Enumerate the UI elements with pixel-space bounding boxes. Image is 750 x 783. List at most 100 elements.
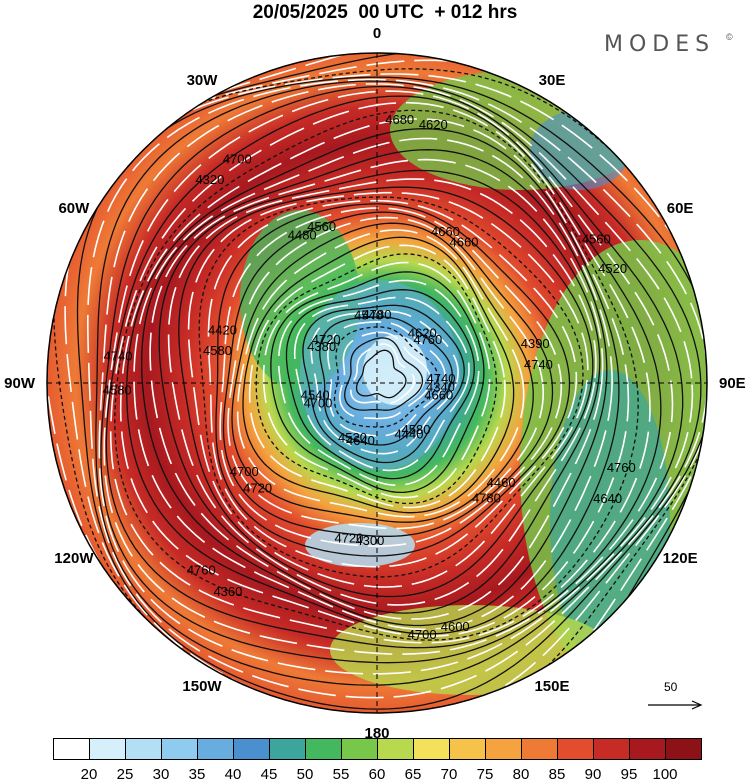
- contour-label: 4460: [487, 475, 516, 490]
- height-contour: [302, 304, 465, 464]
- colorbar-label: 35: [188, 766, 206, 783]
- graticule: [47, 53, 707, 713]
- wind-streamline: [219, 207, 563, 547]
- wind-streamline: [207, 199, 578, 568]
- contour-label: 4700: [408, 627, 437, 642]
- longitude-labels: 0 30E 60E 90E 120E 150E 180 150W 120W 90W 60W 30W: [4, 25, 746, 742]
- height-contour: [126, 128, 620, 635]
- wind-streamline: [310, 310, 459, 455]
- contour-label: 4560: [307, 219, 336, 234]
- wind-streamline: [236, 229, 525, 518]
- contour-label: 4700: [230, 464, 259, 479]
- height-contour: [319, 316, 453, 446]
- contour-label: 4600: [441, 619, 470, 634]
- contour-label: 4760: [187, 563, 216, 578]
- colorbar-label: 40: [224, 766, 242, 783]
- colorbar-cell: [269, 738, 306, 760]
- contour-label: 4740: [524, 357, 553, 372]
- contour-label: 4760: [413, 332, 442, 347]
- contour-label: 4740: [104, 348, 133, 363]
- height-contour: [222, 211, 554, 537]
- colorbar-label: 45: [260, 766, 278, 783]
- height-contour: [242, 236, 515, 514]
- contour-label: 4720: [312, 332, 341, 347]
- contour-label: 4300: [355, 533, 384, 548]
- contour-label: 4520: [598, 261, 627, 276]
- wind-streamline: [119, 118, 630, 638]
- contour-label: 4580: [103, 382, 132, 397]
- colorbar: [53, 738, 702, 762]
- colorbar-cell: [377, 738, 414, 760]
- colorbar-label: 60: [368, 766, 386, 783]
- colorbar-cell: [53, 738, 90, 760]
- wind-streamline: [350, 343, 416, 405]
- contour-label: 4720: [243, 480, 272, 495]
- longitude-label: 150E: [534, 678, 569, 695]
- wind-scale-label: 50: [664, 680, 678, 694]
- wind-streamline: [167, 178, 597, 606]
- colorbar-cell: [665, 738, 702, 760]
- longitude-label: 120W: [54, 550, 94, 567]
- wind-streamline: [293, 296, 470, 472]
- colorbar-cell: [233, 738, 270, 760]
- height-contour: [344, 337, 424, 411]
- wind-streamline: [227, 216, 545, 530]
- wind-streamline: [327, 321, 446, 437]
- height-contour: [231, 222, 534, 523]
- longitude-label: 60E: [667, 200, 694, 217]
- wind-streamline: [133, 137, 613, 631]
- wind-streamline: [187, 191, 589, 588]
- wind-streamline: [98, 83, 694, 675]
- contour-label: 4720: [334, 531, 363, 546]
- map-title: 20/05/2025 00 UTC + 012 hrs: [252, 2, 518, 23]
- wind-streamline: [262, 261, 491, 499]
- contour-label: 4780: [472, 490, 501, 505]
- colorbar-cell: [557, 738, 594, 760]
- longitude-label: 120E: [663, 550, 698, 567]
- contour-label: 4360: [213, 584, 242, 599]
- colorbar-cell: [521, 738, 558, 760]
- colorbar-cell: [629, 738, 666, 760]
- height-contour: [114, 109, 639, 641]
- height-contour: [285, 289, 475, 480]
- contour-label: 4480: [288, 227, 317, 242]
- colorbar-label: 25: [116, 766, 134, 783]
- colorbar-cell: [485, 738, 522, 760]
- wind-streamline: [64, 73, 707, 713]
- brand-copyright-mark: ©: [726, 32, 733, 42]
- height-contour: [198, 196, 584, 578]
- contour-label: 4640: [346, 433, 375, 448]
- height-contour: [76, 76, 707, 710]
- height-contour: [255, 253, 498, 505]
- colorbar-label: 30: [152, 766, 170, 783]
- contour-label: 4620: [408, 326, 437, 341]
- colorbar-cell: [593, 738, 630, 760]
- contour-label: 4740: [427, 371, 456, 386]
- colorbar-cell: [449, 738, 486, 760]
- colorbar-cell: [197, 738, 234, 760]
- colorbar-label: 90: [584, 766, 602, 783]
- contour-labels: 4740 4720 4680 4580 4580 4560 4640 4480 4760 4700…: [103, 112, 636, 642]
- contour-label: 4660: [431, 224, 460, 239]
- colorbar-label: 20: [80, 766, 98, 783]
- wind-scale-arrow: [648, 700, 703, 710]
- colorbar-cell: [341, 738, 378, 760]
- contour-label: 4700: [223, 152, 252, 167]
- height-contour: [100, 85, 684, 664]
- colorbar-label: 65: [404, 766, 422, 783]
- colorbar-label: 70: [440, 766, 458, 783]
- longitude-label: 30E: [539, 72, 566, 89]
- height-contour: [141, 149, 608, 627]
- contour-label: 4580: [203, 343, 232, 358]
- contour-label: 4440: [395, 426, 424, 441]
- contour-label: 4620: [419, 117, 448, 132]
- height-contour: [355, 349, 407, 399]
- height-contour: [158, 169, 601, 614]
- wind-streamline: [277, 279, 480, 486]
- wind-streamline: [248, 244, 506, 509]
- contour-label: 4390: [521, 336, 550, 351]
- height-contour: [333, 326, 439, 428]
- height-contour: [95, 80, 702, 686]
- colorbar-label: 80: [512, 766, 530, 783]
- colorbar-cell: [125, 738, 162, 760]
